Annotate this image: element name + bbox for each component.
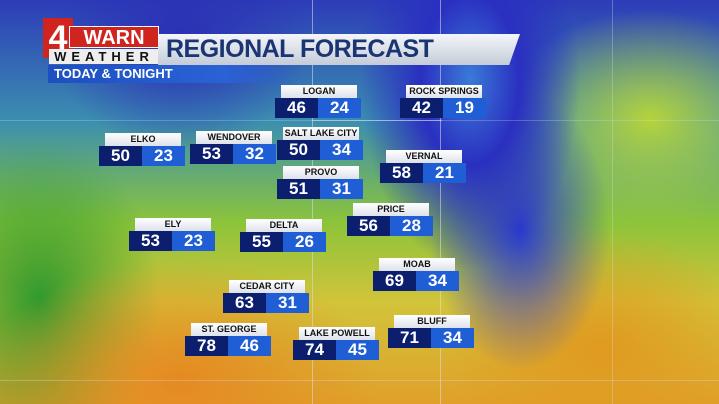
high-temp: 55 — [240, 232, 283, 252]
low-temp: 34 — [320, 140, 363, 160]
low-temp: 45 — [336, 340, 379, 360]
high-temp: 58 — [380, 163, 423, 183]
low-temp: 31 — [266, 293, 309, 313]
low-temp: 34 — [431, 328, 474, 348]
logo-warn: WARN — [69, 26, 159, 49]
state-border — [312, 120, 442, 121]
station-logo: 4 WARN WEATHER — [43, 18, 159, 66]
low-temp: 23 — [142, 146, 185, 166]
city-name: DELTA — [246, 219, 322, 232]
city-name: ST. GEORGE — [191, 323, 267, 336]
city-forecast: PROVO 51 31 — [277, 166, 363, 199]
city-forecast: ROCK SPRINGS 42 19 — [400, 85, 486, 118]
subtitle-bar: TODAY & TONIGHT — [48, 65, 298, 83]
city-forecast: BLUFF 71 34 — [388, 315, 474, 348]
city-forecast: ST. GEORGE 78 46 — [185, 323, 271, 356]
high-temp: 78 — [185, 336, 228, 356]
low-temp: 24 — [318, 98, 361, 118]
city-name: ROCK SPRINGS — [406, 85, 482, 98]
high-temp: 50 — [99, 146, 142, 166]
high-temp: 74 — [293, 340, 336, 360]
low-temp: 46 — [228, 336, 271, 356]
city-forecast: VERNAL 58 21 — [380, 150, 466, 183]
high-temp: 42 — [400, 98, 443, 118]
state-border — [612, 0, 613, 404]
low-temp: 34 — [416, 271, 459, 291]
city-forecast: WENDOVER 53 32 — [190, 131, 276, 164]
high-temp: 56 — [347, 216, 390, 236]
city-name: ELKO — [105, 133, 181, 146]
state-border — [0, 380, 719, 381]
city-forecast: CEDAR CITY 63 31 — [223, 280, 309, 313]
low-temp: 28 — [390, 216, 433, 236]
high-temp: 53 — [129, 231, 172, 251]
city-forecast: DELTA 55 26 — [240, 219, 326, 252]
city-name: CEDAR CITY — [229, 280, 305, 293]
high-temp: 46 — [275, 98, 318, 118]
high-temp: 50 — [277, 140, 320, 160]
city-name: PRICE — [353, 203, 429, 216]
city-name: VERNAL — [386, 150, 462, 163]
city-forecast: ELY 53 23 — [129, 218, 215, 251]
high-temp: 51 — [277, 179, 320, 199]
state-border — [0, 120, 719, 121]
low-temp: 26 — [283, 232, 326, 252]
city-name: WENDOVER — [196, 131, 272, 144]
high-temp: 53 — [190, 144, 233, 164]
city-forecast: SALT LAKE CITY 50 34 — [277, 127, 363, 160]
city-name: BLUFF — [394, 315, 470, 328]
city-name: LAKE POWELL — [299, 327, 375, 340]
city-forecast: MOAB 69 34 — [373, 258, 459, 291]
city-name: ELY — [135, 218, 211, 231]
high-temp: 63 — [223, 293, 266, 313]
page-title: REGIONAL FORECAST — [166, 35, 434, 63]
city-forecast: LOGAN 46 24 — [275, 85, 361, 118]
logo-weather: WEATHER — [49, 49, 159, 64]
state-border — [440, 0, 441, 404]
high-temp: 71 — [388, 328, 431, 348]
city-forecast: PRICE 56 28 — [347, 203, 433, 236]
state-border — [312, 0, 313, 404]
city-forecast: ELKO 50 23 — [99, 133, 185, 166]
low-temp: 23 — [172, 231, 215, 251]
city-name: PROVO — [283, 166, 359, 179]
high-temp: 69 — [373, 271, 416, 291]
low-temp: 31 — [320, 179, 363, 199]
low-temp: 19 — [443, 98, 486, 118]
title-bar: REGIONAL FORECAST — [158, 34, 520, 65]
city-name: MOAB — [379, 258, 455, 271]
low-temp: 32 — [233, 144, 276, 164]
low-temp: 21 — [423, 163, 466, 183]
city-forecast: LAKE POWELL 74 45 — [293, 327, 379, 360]
city-name: SALT LAKE CITY — [283, 127, 359, 140]
city-name: LOGAN — [281, 85, 357, 98]
